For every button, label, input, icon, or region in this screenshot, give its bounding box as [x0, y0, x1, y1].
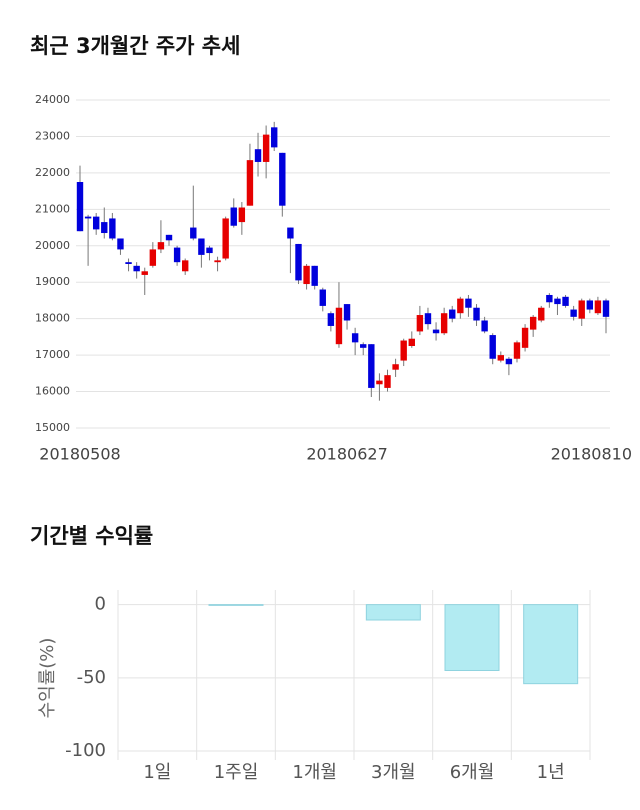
candle-body	[360, 344, 367, 348]
candle-body	[343, 304, 351, 321]
candle-body	[84, 216, 92, 219]
candle-body	[351, 333, 359, 343]
candle-body	[546, 294, 553, 303]
candle-body	[505, 358, 513, 365]
candle-body	[465, 298, 472, 308]
y-tick-label: -50	[77, 667, 106, 688]
candle-body	[449, 309, 456, 319]
candle-body	[271, 127, 278, 148]
bar	[365, 604, 421, 621]
x-tick-label: 1개월	[292, 762, 337, 783]
candle-body	[521, 327, 529, 348]
candle-body	[206, 247, 213, 254]
candle-body	[602, 300, 610, 317]
x-tick-label: 1년	[537, 762, 565, 783]
candle-body	[303, 265, 310, 285]
candle-body	[214, 260, 221, 263]
candle-body	[133, 265, 140, 272]
y-tick-label: 16000	[35, 385, 70, 398]
x-tick-label: 20180810	[551, 445, 632, 464]
candle-body	[578, 300, 585, 319]
candle-body	[392, 364, 399, 370]
candle-body	[538, 307, 545, 321]
bar	[444, 604, 500, 671]
candle-body	[481, 320, 488, 332]
candle-body	[238, 207, 246, 223]
candle-body	[279, 152, 286, 206]
y-tick-label: 20000	[35, 239, 70, 252]
candle-body	[424, 313, 432, 325]
candle-body	[190, 227, 197, 239]
candle-body	[222, 218, 229, 259]
chart-title: 최근 3개월간 주가 추세	[30, 34, 240, 58]
candle-body	[489, 335, 496, 359]
candle-body	[246, 160, 254, 206]
candle-body	[327, 313, 335, 326]
candle-body	[101, 222, 108, 234]
candle-body	[376, 380, 383, 385]
candle-body	[473, 307, 480, 321]
x-tick-label: 6개월	[450, 762, 495, 783]
bar	[523, 604, 579, 685]
y-tick-label: 21000	[35, 202, 70, 215]
candle-body	[254, 149, 262, 162]
candle-body	[109, 218, 116, 239]
candle-body	[529, 316, 537, 330]
candle-body	[400, 340, 407, 361]
candle-body	[117, 238, 124, 250]
candle-body	[295, 243, 302, 281]
candle-body	[416, 315, 424, 332]
candle-body	[149, 249, 157, 266]
y-axis-label: 수익률(%)	[37, 638, 58, 719]
candle-body	[173, 247, 181, 263]
candle-body	[76, 182, 84, 232]
candle-body	[586, 300, 594, 310]
y-tick-label: 15000	[35, 421, 70, 434]
candle-body	[141, 271, 148, 275]
y-tick-label: 18000	[35, 312, 70, 325]
x-tick-label: 1일	[143, 762, 171, 783]
candle-body	[554, 298, 561, 305]
candle-body	[230, 207, 237, 226]
candle-body	[262, 134, 270, 162]
candle-body	[408, 338, 415, 346]
x-tick-label: 3개월	[371, 762, 416, 783]
candle-body	[198, 238, 205, 255]
y-tick-label: 24000	[35, 93, 70, 106]
candle-body	[287, 227, 294, 239]
y-tick-label: 22000	[35, 166, 70, 179]
candle-body	[368, 344, 375, 388]
y-tick-label: 17000	[35, 348, 70, 361]
x-tick-label: 1주일	[214, 762, 259, 783]
y-tick-label: -100	[65, 740, 106, 761]
candle-body	[311, 265, 318, 286]
y-tick-label: 23000	[35, 129, 70, 142]
candle-body	[384, 375, 391, 388]
candle-body	[125, 262, 132, 264]
candle-body	[335, 307, 343, 345]
x-tick-label: 20180508	[39, 445, 120, 464]
x-tick-label: 20180627	[306, 445, 387, 464]
y-tick-label: 0	[95, 594, 106, 615]
candle-body	[92, 216, 100, 230]
bar	[208, 604, 264, 606]
y-tick-label: 19000	[35, 275, 70, 288]
candle-body	[513, 342, 521, 359]
candle-body	[157, 242, 165, 250]
candle-body	[562, 296, 569, 306]
candle-body	[319, 289, 326, 306]
candle-body	[594, 300, 602, 314]
chart-title: 기간별 수익률	[30, 524, 153, 548]
candle-body	[432, 329, 440, 334]
candle-body	[182, 260, 189, 272]
candle-body	[165, 234, 173, 241]
candle-body	[570, 309, 577, 317]
candle-body	[457, 298, 464, 314]
candle-body	[497, 355, 504, 361]
candle-body	[440, 313, 448, 334]
